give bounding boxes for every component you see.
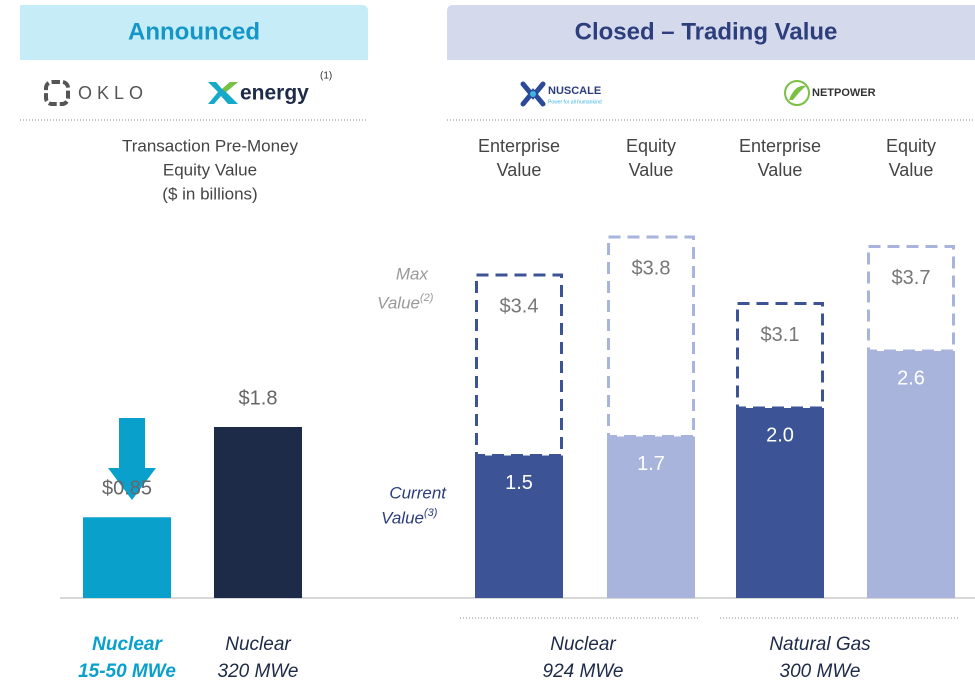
footer-label: 300 MWe <box>780 661 861 682</box>
logo-text: NUSCALE <box>548 85 601 97</box>
max-box <box>736 302 824 410</box>
bar <box>83 517 171 598</box>
footer-label: Natural Gas <box>769 634 871 655</box>
bar <box>867 351 955 598</box>
footer-label: Nuclear <box>225 634 291 655</box>
column-label: Value <box>758 160 803 180</box>
legend-label: Value <box>381 508 424 527</box>
column-label: Equity <box>626 136 676 156</box>
column-label: Value <box>889 160 934 180</box>
netpower-logo: NETPOWER <box>784 80 876 106</box>
value-label: $1.8 <box>239 387 278 409</box>
max-label: $3.8 <box>632 257 671 279</box>
legend-label: Current <box>389 483 447 502</box>
footer-label: Nuclear <box>550 634 616 655</box>
bar <box>736 408 824 598</box>
bar <box>475 455 563 598</box>
column-label: Enterprise <box>739 136 821 156</box>
value-label: 2.6 <box>897 367 925 389</box>
legend-label: Value <box>377 293 420 312</box>
nuscale-logo: NUSCALE Power for all humankind <box>520 81 602 107</box>
legend-label: Max <box>396 264 429 283</box>
logo-text: OKLO <box>78 83 148 103</box>
column-label: Enterprise <box>478 136 560 156</box>
legend-note: (3) <box>424 507 438 519</box>
logo-text: energy <box>240 82 309 105</box>
column-label: Value <box>629 160 674 180</box>
column-label: Equity <box>886 136 936 156</box>
axis-label: ($ in billions) <box>162 184 257 203</box>
max-label: $3.4 <box>500 295 539 317</box>
max-label: $3.7 <box>892 267 931 289</box>
value-label: $0.85 <box>102 478 152 500</box>
max-box <box>867 245 955 353</box>
xenergy-logo: energy (1) <box>208 71 332 105</box>
header: Closed – Trading Value <box>575 18 838 45</box>
max-label: $3.1 <box>761 324 800 346</box>
header: Announced <box>128 18 260 45</box>
max-box <box>607 235 695 438</box>
header-bg <box>447 5 975 60</box>
footer-label: 15-50 MWe <box>78 661 176 682</box>
arrow <box>108 418 156 500</box>
footer-label: 924 MWe <box>543 661 624 682</box>
legend-note: (2) <box>420 292 434 304</box>
bar <box>607 436 695 598</box>
value-label: 2.0 <box>766 424 794 446</box>
value-label: 1.5 <box>505 472 533 494</box>
oklo-logo: OKLO <box>44 80 148 106</box>
max-box <box>475 273 563 457</box>
column-label: Value <box>497 160 542 180</box>
logo-text: NETPOWER <box>812 87 876 99</box>
header-bg <box>20 5 368 60</box>
footer-label: Nuclear <box>92 634 163 655</box>
axis-label: Transaction Pre-Money <box>122 136 299 155</box>
logo-tagline: Power for all humankind <box>548 99 602 105</box>
footnote: (1) <box>320 71 332 82</box>
value-label: 1.7 <box>637 453 665 475</box>
bar <box>214 427 302 598</box>
axis-label: Equity Value <box>163 160 257 179</box>
footer-label: 320 MWe <box>218 661 299 682</box>
